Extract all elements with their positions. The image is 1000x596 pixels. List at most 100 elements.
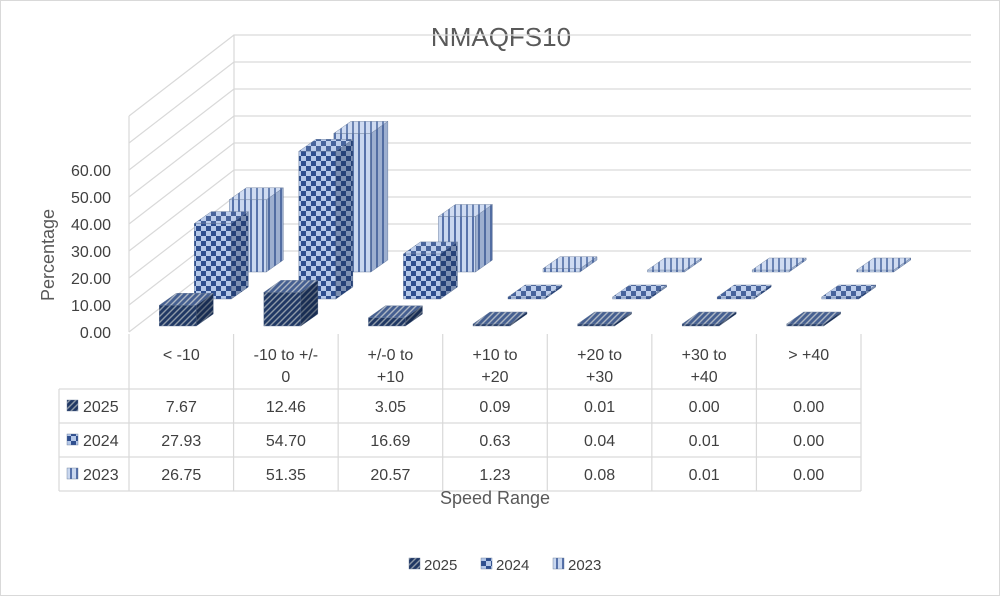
legend-label: 2024 — [496, 557, 529, 574]
data-label: 0.00 — [689, 399, 720, 416]
data-label: 0.01 — [689, 467, 720, 484]
bar-side-shade — [510, 312, 527, 326]
bar-top-highlight — [856, 258, 911, 270]
bar-side-shade — [405, 305, 423, 326]
data-label: 0.08 — [584, 467, 615, 484]
data-label: 16.69 — [370, 433, 410, 450]
bar-2025-1 — [263, 279, 319, 327]
bar-top-face — [158, 293, 214, 306]
data-label: 0.00 — [793, 467, 824, 484]
table-legend-key-2024 — [66, 433, 79, 446]
bar-top-face — [437, 204, 494, 217]
category-label: 0 — [281, 369, 290, 386]
bar-side-shade — [475, 204, 493, 272]
data-label: 54.70 — [266, 433, 306, 450]
gridline — [128, 88, 971, 171]
category-label: +40 — [691, 369, 718, 386]
bar-2024-5 — [716, 284, 772, 300]
data-table: < -10 -10 to +/- 0 +/-0 to +10 +10 to +20 +20 t… — [58, 334, 862, 492]
x-axis-title: Speed Range — [440, 488, 550, 508]
data-label: 0.01 — [584, 399, 615, 416]
bar-front-face — [263, 292, 302, 327]
bar-top-face — [576, 311, 633, 325]
bar-top-face — [646, 257, 703, 271]
y-tick-label: 60.00 — [71, 163, 111, 180]
category-label: > +40 — [788, 347, 829, 364]
data-label: 0.09 — [479, 399, 510, 416]
bar-2025-5 — [681, 311, 737, 327]
category-label: +10 to — [473, 347, 518, 364]
y-axis-title: Percentage — [38, 209, 58, 301]
y-tick-label: 50.00 — [71, 190, 111, 207]
bar-top-highlight — [229, 187, 284, 200]
bar-2023-6 — [856, 257, 912, 273]
table-series-name: 2023 — [83, 467, 119, 484]
category-label: +30 — [586, 369, 613, 386]
bar-side-shade — [823, 312, 841, 326]
bar-front-face — [577, 323, 615, 327]
chart-title: NMAQFS10 — [431, 22, 571, 52]
bar-2025-2 — [367, 305, 424, 327]
category-label: +/-0 to — [368, 347, 414, 364]
y-tick-label: 0.00 — [80, 325, 111, 342]
bar-front-face — [856, 269, 894, 273]
gridline — [128, 115, 971, 198]
bar-top-face — [856, 257, 912, 271]
category-label: -10 to +/- — [254, 347, 318, 364]
bar-2024-3 — [507, 284, 563, 300]
y-tick-label: 40.00 — [71, 217, 111, 234]
y-tick-label: 10.00 — [71, 298, 111, 315]
bar-top-highlight — [717, 285, 772, 297]
bar-2023-3 — [542, 256, 598, 273]
bar-front-face — [751, 269, 790, 273]
bar-front-face — [821, 296, 859, 300]
bar-front-face — [786, 323, 824, 327]
bar-side-shade — [649, 285, 667, 299]
gridlines — [128, 34, 971, 333]
bar-top-highlight — [612, 285, 667, 297]
bar-front-face — [403, 253, 441, 300]
data-label: 12.46 — [266, 399, 306, 416]
bar-top-face — [402, 241, 459, 255]
bar-2024-6 — [821, 284, 877, 300]
bar-top-highlight — [298, 139, 353, 152]
data-label: 0.04 — [584, 433, 615, 450]
legend-swatch — [480, 557, 493, 570]
legend-swatch — [552, 557, 565, 570]
bar-front-face — [298, 151, 337, 300]
bar-top-highlight — [159, 293, 214, 306]
category-label: < -10 — [163, 347, 200, 364]
y-tick-label: 30.00 — [71, 244, 111, 261]
bar-front-face — [612, 296, 650, 300]
bar-side-shade — [893, 258, 911, 272]
legend: 2025 2024 2023 — [408, 557, 601, 574]
data-label: 27.93 — [161, 433, 201, 450]
bar-2024-1 — [298, 138, 354, 300]
bar-top-face — [821, 284, 877, 298]
table-series-name: 2024 — [83, 433, 119, 450]
bar-front-face — [647, 269, 685, 273]
bar-2025-6 — [786, 311, 842, 327]
data-label: 0.01 — [689, 433, 720, 450]
bar-side-shade — [719, 312, 737, 326]
bar-2024-0 — [193, 211, 249, 300]
bar-side-shade — [580, 256, 597, 272]
bar-2025-4 — [576, 311, 633, 327]
bar-front-face — [716, 296, 755, 300]
bar-top-face — [263, 280, 319, 293]
bar-front-face — [507, 296, 546, 300]
bar-top-highlight — [263, 280, 318, 293]
bar-2023-5 — [751, 257, 807, 273]
bar-top-face — [681, 311, 737, 325]
bar-top-highlight — [752, 258, 807, 270]
bar-front-face — [368, 317, 406, 327]
bar-top-face — [542, 256, 598, 269]
bar-top-highlight — [577, 312, 632, 324]
data-label: 26.75 — [161, 467, 201, 484]
bar-side-shade — [300, 280, 318, 326]
bar-top-highlight — [333, 121, 388, 134]
legend-item-2024: 2024 — [480, 557, 529, 574]
bar-top-highlight — [194, 211, 249, 224]
